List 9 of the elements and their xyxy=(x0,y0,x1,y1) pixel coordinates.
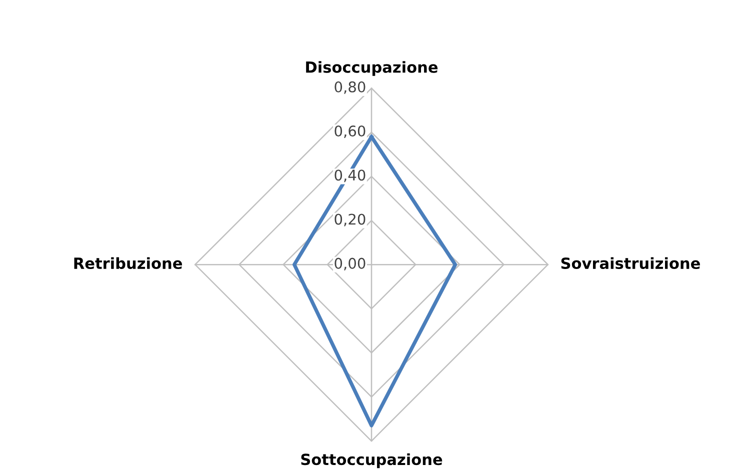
spoke-label: Retribuzione xyxy=(74,257,182,270)
y-tick-label: 0,20 xyxy=(334,214,366,226)
y-tick-label: 0,40 xyxy=(334,170,366,182)
y-tick-label: 0,80 xyxy=(334,81,366,94)
y-tick-label: 0,60 xyxy=(334,126,366,138)
y-tick-label: 0,00 xyxy=(334,258,366,270)
spoke-label: Disoccupazione xyxy=(306,61,438,76)
spoke-label: Sottoccupazione xyxy=(301,453,442,468)
spoke-label: Sovraistruizione xyxy=(561,257,700,270)
